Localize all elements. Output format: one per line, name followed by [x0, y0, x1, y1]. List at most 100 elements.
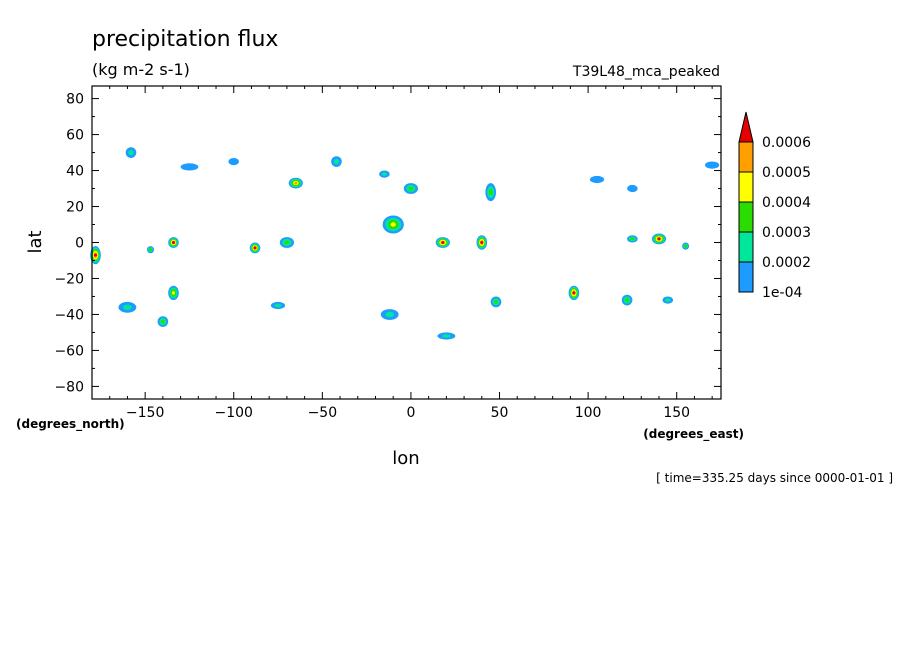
y-tick-label: 40	[66, 164, 84, 180]
contour-level-1	[385, 311, 395, 318]
contour-level-2	[284, 240, 290, 245]
precip-cell	[382, 215, 404, 234]
contour-level-0	[180, 163, 199, 171]
contour-level-2	[149, 248, 152, 252]
colorbar-swatch	[738, 141, 754, 173]
contour-level-0	[627, 184, 638, 193]
y-tick-label: −80	[54, 379, 84, 395]
precip-cell	[147, 246, 154, 254]
x-tick-label: −150	[126, 405, 164, 421]
contour-level-3	[390, 222, 396, 227]
contour-level-5	[441, 241, 445, 244]
precip-cell	[125, 147, 137, 159]
y-tick-label: −20	[54, 271, 84, 287]
precip-cell	[331, 156, 342, 168]
precip-cell	[380, 309, 399, 320]
precip-cell	[485, 183, 497, 202]
contour-level-1	[442, 334, 451, 338]
contour-level-1	[123, 304, 132, 310]
contour-level-5	[480, 241, 484, 244]
colorbar-label: 0.0006	[762, 135, 811, 151]
precip-cell	[118, 301, 137, 313]
colorbar-swatch	[738, 201, 754, 233]
precip-cell	[662, 296, 674, 304]
x-units-label: (degrees_east)	[643, 427, 744, 442]
colorbar-label: 0.0004	[762, 195, 811, 211]
chart-units: (kg m-2 s-1)	[92, 60, 190, 79]
contour-level-3	[172, 291, 175, 295]
colorbar-label: 0.0005	[762, 165, 811, 181]
colorbar-label: 0.0002	[762, 255, 811, 271]
contour-level-0	[705, 161, 720, 169]
precip-cell	[288, 177, 303, 189]
y-axis-label: lat	[25, 230, 46, 253]
precip-cell	[490, 296, 502, 308]
contour-level-2	[494, 300, 498, 304]
precip-cell	[621, 294, 633, 306]
contour-level-1	[274, 303, 282, 308]
contour-level-5	[172, 241, 175, 244]
x-tick-label: 150	[663, 405, 690, 421]
time-note: [ time=335.25 days since 0000-01-01 ]	[656, 471, 893, 485]
x-tick-label: −100	[215, 405, 253, 421]
contour-level-0	[589, 175, 605, 184]
precip-cell	[651, 233, 667, 245]
contour-level-1	[381, 172, 388, 176]
contour-level-1	[665, 298, 671, 302]
contour-level-2	[408, 186, 414, 191]
y-tick-label: 80	[66, 92, 84, 108]
y-units-label: (degrees_north)	[16, 417, 125, 432]
contour-level-2	[630, 237, 635, 241]
contour-level-5	[94, 253, 97, 257]
x-tick-label: 50	[491, 405, 509, 421]
precip-cell	[379, 170, 390, 178]
contour-level-0	[228, 158, 239, 166]
contour-level-2	[625, 298, 629, 302]
colorbar-swatch	[738, 261, 754, 293]
precip-cell	[228, 158, 239, 166]
precip-cell	[437, 332, 456, 340]
contour-level-5	[253, 246, 257, 250]
x-tick-label: 0	[406, 405, 415, 421]
precip-cell	[157, 316, 169, 327]
contour-level-2	[684, 244, 688, 248]
contour-level-4	[294, 181, 298, 185]
x-tick-label: 100	[575, 405, 602, 421]
colorbar-swatch	[738, 231, 754, 263]
plot-area-frame	[91, 85, 722, 400]
contour-level-1	[333, 158, 340, 165]
colorbar-max-arrow	[738, 111, 754, 143]
chart-model-label: T39L48_mca_peaked	[572, 64, 720, 80]
precip-cell	[705, 161, 720, 169]
chart-title: precipitation flux	[92, 27, 278, 52]
y-tick-label: −40	[54, 307, 84, 323]
colorbar-legend: 1e-04 0.0002 0.0003 0.0004 0.0005 0.0006	[738, 111, 811, 301]
precip-cell	[90, 246, 101, 265]
precip-cell	[168, 285, 179, 301]
y-tick-label: 0	[75, 236, 84, 252]
colorbar-swatch	[738, 171, 754, 203]
precip-cell	[279, 237, 294, 248]
colorbar-label: 0.0003	[762, 225, 811, 241]
precip-cell	[682, 242, 690, 250]
contour-level-2	[488, 189, 493, 196]
colorbar-label: 1e-04	[762, 285, 802, 301]
x-tick-label: −50	[308, 405, 338, 421]
precip-cell	[627, 235, 638, 243]
precip-cell	[168, 237, 179, 248]
contour-level-5	[657, 237, 661, 241]
precip-cell	[568, 285, 580, 301]
y-tick-label: −60	[54, 343, 84, 359]
precip-cell	[249, 242, 261, 254]
axis-ticks: −150 −100 −50 0 50 100 150 −80 −60 −40 −20 0 20 40 60 8…	[54, 86, 721, 421]
contour-level-2	[161, 319, 165, 324]
precip-cell	[180, 163, 199, 171]
precip-cell	[476, 235, 488, 250]
precip-cell	[435, 237, 450, 248]
precip-cell	[627, 184, 638, 193]
precip-cell	[270, 301, 286, 310]
y-tick-label: 60	[66, 128, 84, 144]
y-tick-label: 20	[66, 200, 84, 216]
precip-cell	[589, 175, 605, 184]
